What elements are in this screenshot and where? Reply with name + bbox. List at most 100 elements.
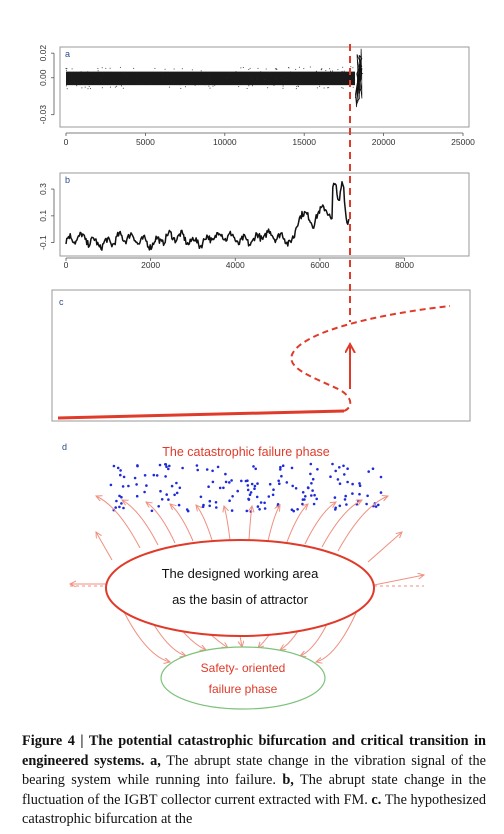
failure-phase-dot [271,493,275,497]
failure-phase-dot [208,504,211,508]
vibration-point [197,75,199,77]
failure-phase-dot [109,483,113,487]
escape-arrow [122,500,159,546]
vibration-point [350,66,352,68]
failure-phase-dot [135,483,138,486]
vibration-point [288,67,290,68]
vibration-point [248,69,250,70]
failure-phase-dot [291,484,295,488]
vibration-point [282,87,284,89]
failure-phase-dot [119,469,122,472]
side-arrow [367,532,402,563]
vibration-point [84,72,86,74]
failure-phase-dot [115,499,118,503]
failure-phase-dot [312,502,316,506]
vibration-point [119,66,121,68]
escape-arrow [321,500,362,548]
vibration-point [78,74,80,76]
vibration-point [337,69,339,71]
vibration-point [212,85,214,87]
vibration-point [242,67,244,68]
failure-phase-dot [249,491,253,494]
vibration-point [116,85,118,87]
failure-phase-dot [122,475,126,479]
lower-stable-branch [57,409,345,420]
vibration-point [209,87,211,89]
escape-arrow [96,496,141,549]
vibration-point [251,75,253,77]
failure-phase-dot [160,498,164,501]
failure-phase-dot [120,502,123,505]
vibration-point [265,79,267,81]
vibration-point [332,70,334,72]
failure-phase-dot [224,472,227,476]
failure-phase-dot [167,467,170,471]
failure-phase-dot [244,479,248,483]
caption-c-letter: c. [371,791,382,808]
vibration-point [248,85,250,87]
failure-phase-dot [255,495,259,499]
vibration-point [71,68,73,70]
vibration-point [66,69,67,71]
vibration-point [265,68,267,70]
vibration-point [316,87,318,89]
vibration-point [151,76,153,78]
vibration-point [307,81,309,82]
vibration-point [353,83,355,85]
panel-b-axes: 0 2000 4000 6000 8000 -0.1 0.1 0.3 [38,183,414,270]
failure-phase-dot [351,492,354,495]
failure-phase-dot [214,501,218,504]
vibration-point [223,79,224,81]
panel-b-y-tick-label: 0.3 [38,183,48,195]
vibration-failure-burst [354,48,364,108]
vibration-point [279,77,281,79]
vibration-point [88,85,90,87]
vibration-point [76,85,78,87]
panel-b-x-tick-label: 8000 [395,260,414,270]
vibration-point [285,82,287,84]
panel-a-x-tick-label: 0 [64,137,69,147]
failure-phase-dot [236,489,239,493]
failure-phase-dot [173,493,176,497]
vibration-point [109,67,111,69]
failure-phase-dot [150,509,154,513]
vibration-point [214,84,216,86]
failure-phase-dot [290,508,294,512]
failure-phase-dot [301,502,304,506]
panel-a-x-tick-label: 15000 [292,137,316,147]
vibration-point [244,74,246,76]
vibration-point [270,82,272,84]
vibration-point [303,78,305,80]
failure-phase-dot [358,492,361,496]
vibration-point [228,73,230,75]
vibration-point [327,78,329,80]
safety-arrow [240,635,242,647]
vibration-point [320,69,322,71]
vibration-point [290,71,292,73]
failure-phase-dot [365,502,368,506]
vibration-point [149,83,151,85]
failure-phase-dot [307,486,310,490]
panel-b-x-tick-label: 4000 [226,260,245,270]
failure-phase-dot [377,503,380,507]
vibration-point [191,69,193,71]
panel-b-y-tick-label: -0.1 [38,235,48,250]
failure-phase-dot [346,467,349,471]
vibration-point [249,72,251,74]
failure-phase-dot [186,509,190,513]
vibration-point [87,82,89,84]
vibration-point [123,73,125,75]
failure-phase-dot [122,506,125,510]
panel-b: b 0 2000 4000 6000 8000 -0.1 0.1 0.3 [38,172,470,270]
vibration-point [170,79,172,80]
failure-phase-dot [196,468,199,472]
failure-phase-dot [310,494,313,497]
vibration-point [103,73,105,75]
vibration-point [65,85,67,87]
vibration-point [142,83,144,85]
vibration-point [336,76,338,77]
vibration-point [87,88,89,90]
caption-b-letter: b, [282,772,294,789]
failure-phase-dot [358,484,362,488]
vibration-point [154,67,156,69]
